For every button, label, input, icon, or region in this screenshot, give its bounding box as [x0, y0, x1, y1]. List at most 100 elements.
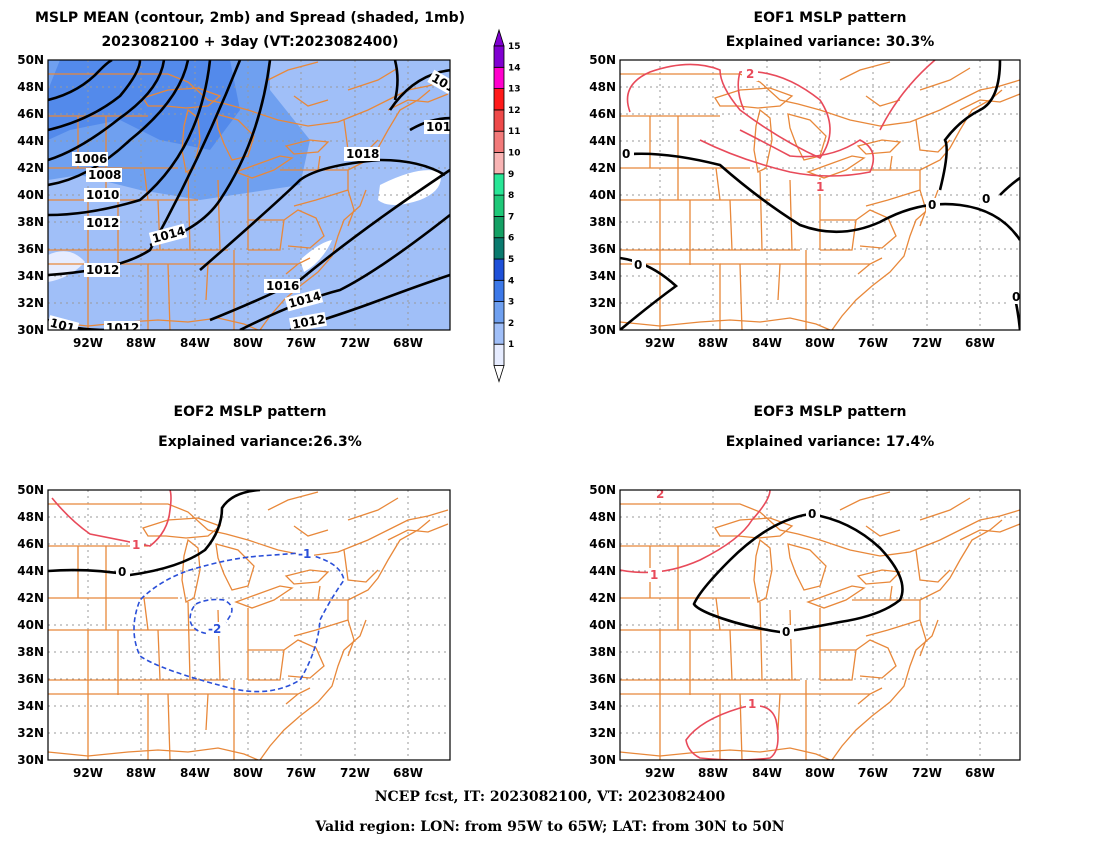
colorbar-level-label: 13	[508, 85, 521, 95]
svg-text:1: 1	[748, 697, 756, 711]
colorbar-swatch	[493, 301, 505, 324]
colorbar-level-label: 3	[508, 298, 514, 308]
colorbar-swatch	[493, 45, 505, 68]
lat-tick-label: 44N	[589, 134, 616, 148]
lon-tick-label: 80W	[805, 336, 835, 350]
lon-tick-label: 68W	[965, 336, 995, 350]
svg-text:-2: -2	[208, 622, 221, 636]
lon-tick-label: 84W	[752, 766, 782, 780]
lat-tick-label: 42N	[17, 161, 44, 175]
colorbar-level-label: 5	[508, 255, 514, 265]
colorbar-min-arrow	[493, 365, 505, 383]
lat-tick-label: 34N	[17, 269, 44, 283]
panel-eof2-title: EOF2 MSLP pattern	[173, 404, 327, 420]
lon-tick-label: 80W	[233, 766, 263, 780]
eof2-negative-contours	[133, 552, 345, 693]
lon-tick-label: 88W	[698, 766, 728, 780]
colorbar-level-label: 10	[508, 149, 521, 159]
lat-tick-label: 40N	[589, 618, 616, 632]
colorbar-level-label: 6	[508, 234, 514, 244]
svg-text:0: 0	[982, 192, 990, 206]
axis-tick-labels: 30N 32N 34N 36N 38N 40N 42N 44N 46N 48N 50N 92W 88W 8…	[17, 53, 995, 780]
svg-text:1: 1	[132, 538, 140, 552]
colorbar-swatch	[493, 152, 505, 175]
svg-text:1012: 1012	[86, 216, 119, 230]
svg-text:0: 0	[808, 507, 816, 521]
lat-tick-label: 48N	[589, 510, 616, 524]
lat-tick-label: 42N	[17, 591, 44, 605]
eof2-zero-contours	[48, 490, 261, 577]
lat-tick-label: 34N	[589, 269, 616, 283]
panel-eof3-subtitle: Explained variance: 17.4%	[725, 434, 935, 450]
lon-tick-label: 88W	[126, 766, 156, 780]
lon-tick-label: 92W	[645, 336, 675, 350]
svg-text:2: 2	[656, 487, 664, 501]
mean-contour-labels: 1006 1008 1010 1012 1014 1018 1012 1012 …	[48, 69, 451, 335]
svg-text:0: 0	[1012, 290, 1020, 304]
lon-tick-label: 92W	[73, 766, 103, 780]
lat-tick-label: 32N	[589, 296, 616, 310]
panel-eof2: 1 0 -1 -2	[47, 489, 451, 761]
colorbar-swatch	[493, 194, 505, 217]
lat-tick-label: 40N	[17, 188, 44, 202]
lon-tick-label: 88W	[698, 336, 728, 350]
svg-text:1012: 1012	[86, 263, 119, 277]
colorbar-max-arrow	[493, 28, 505, 47]
svg-text:0: 0	[928, 198, 936, 212]
svg-text:1008: 1008	[88, 168, 121, 182]
colorbar-swatch	[493, 237, 505, 260]
svg-text:1010: 1010	[86, 188, 119, 202]
panel-eof2-subtitle: Explained variance:26.3%	[158, 434, 362, 450]
colorbar-level-label: 8	[508, 191, 514, 201]
svg-text:101: 101	[426, 120, 451, 134]
lat-tick-label: 38N	[589, 215, 616, 229]
lat-tick-label: 30N	[17, 323, 44, 337]
panel-eof4: 2 1 0 0 1	[619, 487, 1021, 761]
colorbar-level-label: 9	[508, 170, 514, 180]
lat-tick-label: 44N	[589, 564, 616, 578]
lon-tick-label: 76W	[286, 766, 316, 780]
colorbar-level-label: 15	[508, 42, 521, 52]
lon-tick-label: 80W	[805, 766, 835, 780]
lat-tick-label: 42N	[589, 161, 616, 175]
lat-tick-label: 44N	[17, 134, 44, 148]
panel-eof1-title: EOF1 MSLP pattern	[753, 10, 907, 26]
lat-tick-label: 38N	[589, 645, 616, 659]
eof1-contour-labels: 2 1 0 0 0 0 0	[620, 67, 1020, 304]
eof1-positive-contours	[626, 60, 936, 177]
lon-tick-label: 72W	[912, 336, 942, 350]
lon-tick-label: 84W	[752, 336, 782, 350]
spread-low-area	[300, 240, 332, 272]
lat-tick-label: 46N	[589, 107, 616, 121]
svg-text:0: 0	[118, 565, 126, 579]
colorbar-level-label: 2	[508, 319, 514, 329]
lat-tick-label: 48N	[17, 510, 44, 524]
lon-tick-label: 92W	[73, 336, 103, 350]
lat-tick-label: 40N	[17, 618, 44, 632]
lon-tick-label: 72W	[912, 766, 942, 780]
colorbar-level-label: 11	[508, 127, 521, 137]
lat-tick-label: 34N	[589, 699, 616, 713]
lat-tick-label: 46N	[589, 537, 616, 551]
lat-tick-label: 30N	[17, 753, 44, 767]
lat-tick-label: 50N	[17, 483, 44, 497]
colorbar-level-label: 4	[508, 276, 514, 286]
svg-text:1006: 1006	[74, 152, 107, 166]
svg-text:2: 2	[746, 67, 754, 81]
footer-valid-region: Valid region: LON: from 95W to 65W; LAT:…	[315, 819, 785, 835]
colorbar-level-label: 12	[508, 106, 521, 116]
colorbar-swatch	[493, 258, 505, 281]
footer-forecast-info: NCEP fcst, IT: 2023082100, VT: 202308240…	[374, 789, 726, 805]
eof2-contour-labels: 1 0 -1 -2	[116, 538, 314, 636]
panel-eof3-title: EOF3 MSLP pattern	[753, 404, 907, 420]
lat-tick-label: 42N	[589, 591, 616, 605]
colorbar-level-label: 7	[508, 212, 514, 222]
svg-text:1012: 1012	[106, 321, 139, 335]
colorbar-level-label: 1	[508, 340, 514, 350]
lat-tick-label: 40N	[589, 188, 616, 202]
colorbar-swatch	[493, 66, 505, 90]
lon-tick-label: 68W	[393, 766, 423, 780]
lat-tick-label: 30N	[589, 753, 616, 767]
lat-tick-label: 34N	[17, 699, 44, 713]
